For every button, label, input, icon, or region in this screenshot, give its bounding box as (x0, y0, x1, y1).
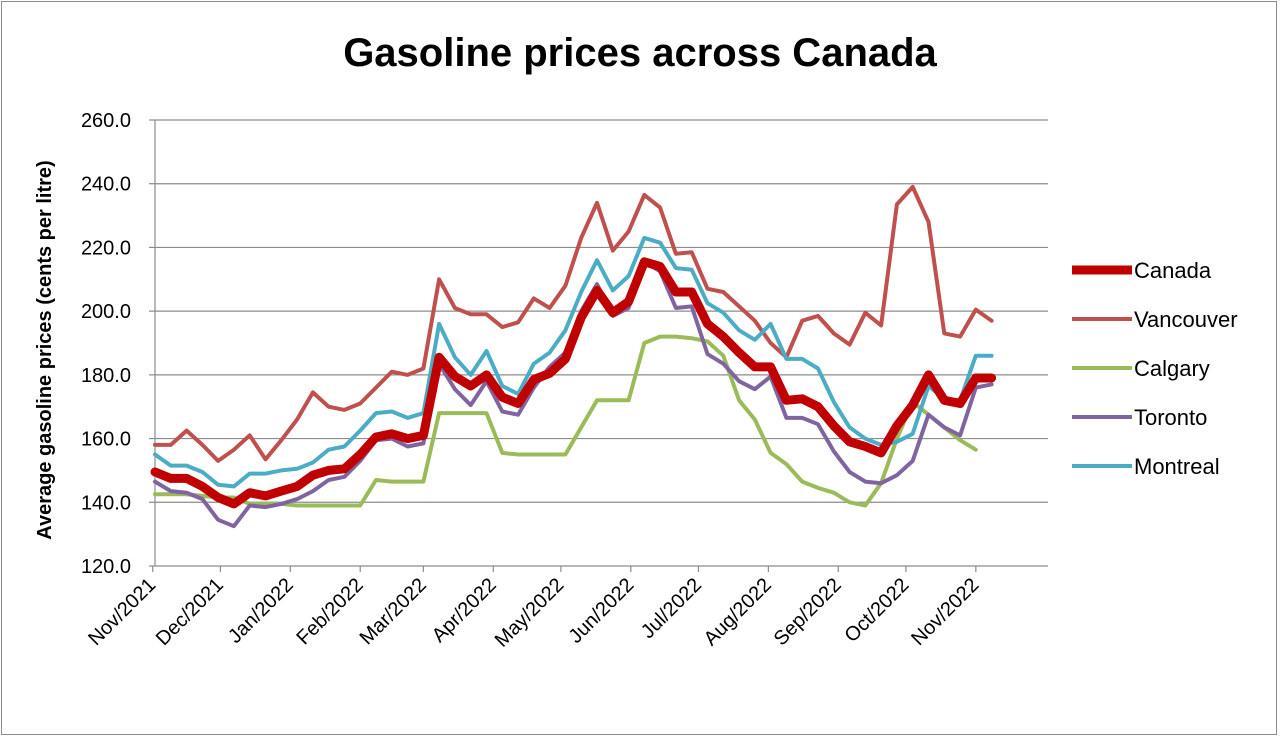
x-tick-label: Mar/2022 (356, 574, 431, 649)
x-tick-label: Oct/2022 (841, 574, 914, 647)
y-tick-label: 140.0 (81, 492, 131, 514)
y-tick-label: 260.0 (81, 110, 131, 132)
y-tick-label: 120.0 (81, 556, 131, 578)
series-line-calgary (153, 334, 978, 508)
y-tick-labels: 120.0 140.0 160.0 180.0 200.0 220.0 240.0 260.0 (81, 110, 131, 578)
y-tick-label: 160.0 (81, 429, 131, 451)
legend-label-montreal: Montreal (1134, 454, 1220, 479)
y-axis-label: Average gasoline prices (cents per litre… (34, 160, 56, 539)
legend-label-toronto: Toronto (1134, 405, 1207, 430)
legend-label-calgary: Calgary (1134, 356, 1210, 381)
series-lines (150, 184, 997, 529)
x-tick-label: Aug/2022 (700, 574, 776, 650)
x-tick-label: Jul/2022 (637, 574, 706, 643)
x-tick-label: Nov/2022 (907, 574, 983, 650)
x-tick-label: Nov/2021 (84, 574, 160, 650)
axes (149, 119, 1048, 572)
x-tick-label: May/2022 (491, 574, 569, 652)
y-tick-label: 180.0 (81, 365, 131, 387)
x-tick-label: Sep/2022 (770, 574, 846, 650)
series-line-canada (150, 257, 997, 509)
x-tick-label: Jun/2022 (565, 574, 639, 648)
x-tick-labels: Nov/2021Dec/2021Jan/2022Feb/2022Mar/2022… (84, 574, 983, 652)
series-line-toronto (153, 259, 994, 529)
chart-title: Gasoline prices across Canada (343, 31, 937, 75)
y-tick-label: 200.0 (81, 301, 131, 323)
y-tick-label: 220.0 (81, 237, 131, 259)
series-line-vancouver (153, 184, 994, 463)
series-line-montreal (153, 235, 994, 489)
y-tick-label: 240.0 (81, 174, 131, 196)
x-tick-label: Feb/2022 (292, 574, 367, 649)
x-tick-label: Dec/2021 (152, 574, 228, 650)
legend-label-vancouver: Vancouver (1134, 307, 1238, 332)
x-tick-label: Jan/2022 (224, 574, 298, 648)
gridlines (155, 119, 1048, 503)
legend-label-canada: Canada (1134, 258, 1212, 283)
legend: Canada Vancouver Calgary Toronto Montreal (1072, 258, 1238, 479)
